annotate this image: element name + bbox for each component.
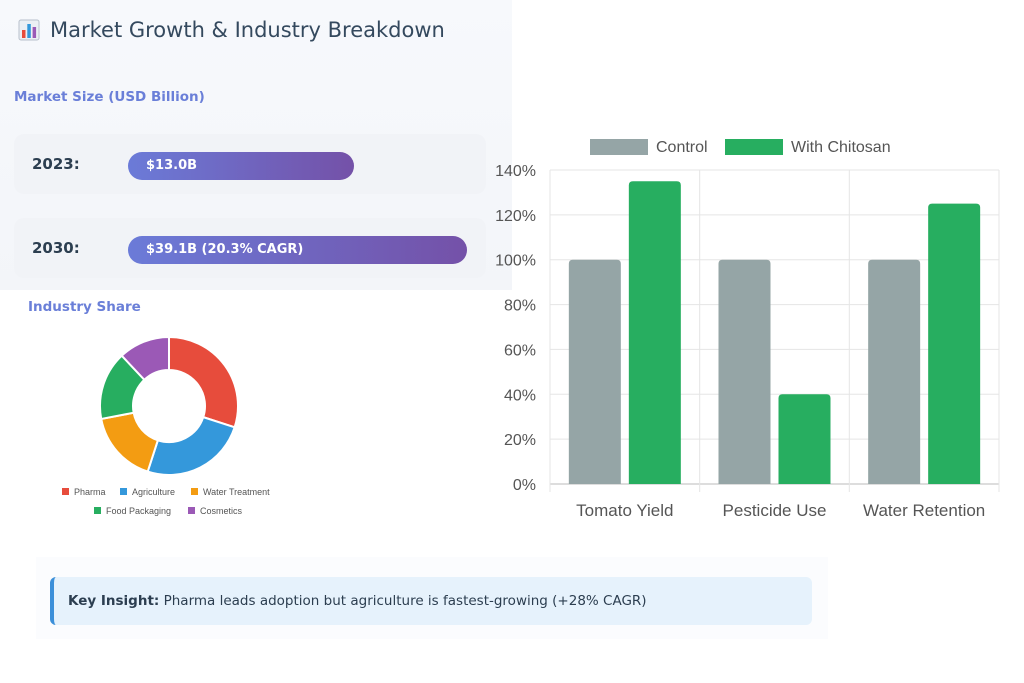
chitosan-comparison-bar-chart: Control With Chitosan 0% 20% 40% 60% 80% 100% 12… [495, 139, 1000, 520]
industry-share-label: Industry Share [28, 299, 141, 315]
market-bar-2023: $13.0B [128, 152, 354, 180]
key-insight-text: Pharma leads adoption but agriculture is… [159, 593, 647, 609]
chitosan-comparison-chart-container: Control With Chitosan 0% 20% 40% 60% 80% 100% 12… [480, 128, 1010, 532]
bar-with-chitosan-tomato-yield [628, 181, 681, 484]
legend-swatch-water-treatment [191, 488, 198, 495]
legend-label-agriculture: Agriculture [132, 487, 175, 497]
y-tick-label: 120% [495, 208, 536, 225]
y-tick-label: 40% [504, 387, 536, 404]
bar-control-water-retention [868, 259, 921, 484]
market-row-year: 2030: [32, 239, 80, 257]
donut-slice-cosmetics [120, 335, 170, 382]
bar-with-chitosan-pesticide-use [778, 394, 831, 484]
y-tick-label: 100% [495, 253, 536, 270]
x-tick-label-water-retention: Water Retention [863, 501, 985, 520]
key-insight-label: Key Insight: [68, 593, 160, 609]
legend-label-with-chitosan: With Chitosan [791, 139, 891, 156]
legend-label-water-treatment: Water Treatment [203, 487, 270, 497]
legend-swatch-cosmetics [188, 507, 195, 514]
page-title: Market Growth & Industry Breakdown [18, 14, 445, 46]
legend-swatch-with-chitosan [725, 139, 783, 155]
industry-share-card: Pharma Agriculture Water Treatment Food Pac… [8, 320, 293, 538]
legend-swatch-control [590, 139, 648, 155]
y-tick-label: 60% [504, 342, 536, 359]
key-insight-callout: Key Insight: Pharma leads adoption but a… [50, 577, 812, 625]
y-tick-label: 0% [513, 477, 536, 494]
bar-control-pesticide-use [718, 259, 771, 484]
legend-swatch-food-packaging [94, 507, 101, 514]
legend-swatch-pharma [62, 488, 69, 495]
donut-slice-pharma [168, 335, 239, 429]
x-tick-label-tomato-yield: Tomato Yield [576, 501, 673, 520]
legend-label-control: Control [656, 139, 708, 156]
market-size-label: Market Size (USD Billion) [14, 89, 205, 105]
bar-control-tomato-yield [568, 259, 621, 484]
market-row-2023: 2023: $13.0B [14, 134, 486, 194]
donut-slice-water-treatment [100, 411, 160, 473]
page-title-text: Market Growth & Industry Breakdown [50, 18, 445, 42]
legend-swatch-agriculture [120, 488, 127, 495]
market-row-year: 2023: [32, 155, 80, 173]
x-tick-label-pesticide-use: Pesticide Use [723, 501, 827, 520]
industry-share-donut-chart: Pharma Agriculture Water Treatment Food Pac… [62, 335, 270, 516]
bar-with-chitosan-water-retention [928, 203, 981, 484]
y-tick-label: 140% [495, 163, 536, 180]
legend-label-food-packaging: Food Packaging [106, 506, 171, 516]
legend-label-cosmetics: Cosmetics [200, 506, 243, 516]
bar-chart-icon [18, 19, 40, 41]
insight-card: Key Insight: Pharma leads adoption but a… [36, 557, 828, 639]
market-bar-2030: $39.1B (20.3% CAGR) [128, 236, 467, 264]
market-row-2030: 2030: $39.1B (20.3% CAGR) [14, 218, 486, 278]
y-tick-label: 80% [504, 298, 536, 315]
donut-slice-agriculture [146, 415, 236, 476]
legend-label-pharma: Pharma [74, 487, 106, 497]
y-tick-label: 20% [504, 432, 536, 449]
